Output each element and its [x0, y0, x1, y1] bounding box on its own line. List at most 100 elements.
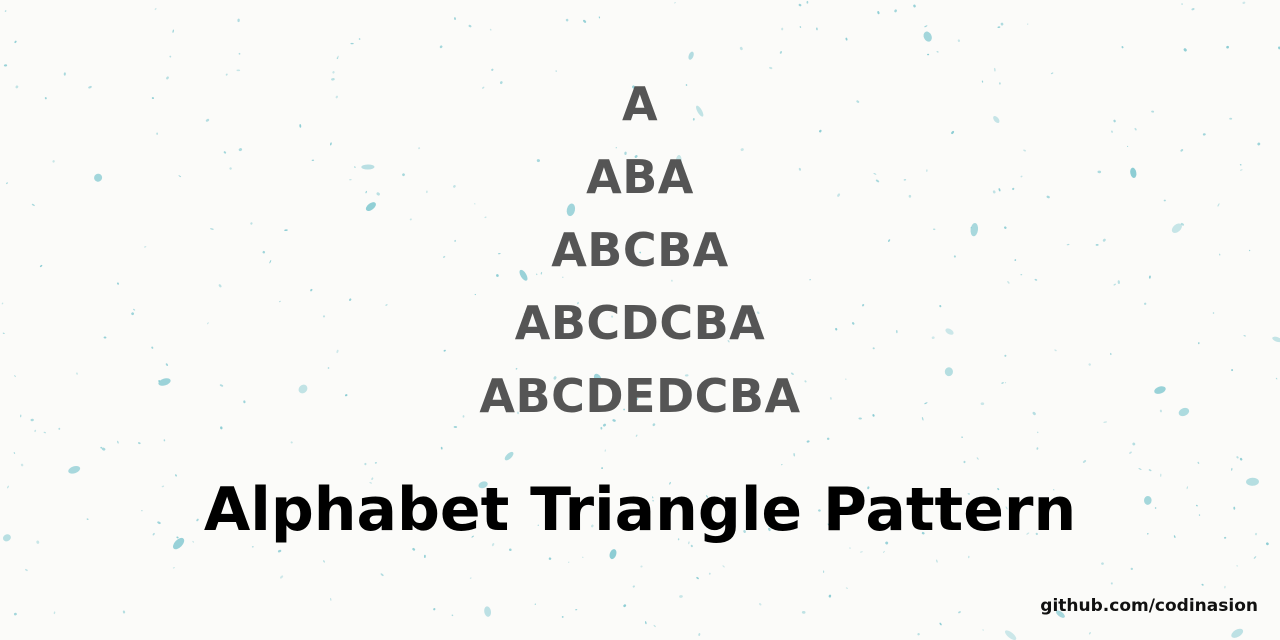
speckle: [1088, 363, 1091, 366]
speckle: [961, 436, 964, 438]
speckle: [845, 378, 847, 380]
speckle: [932, 228, 936, 231]
speckle: [992, 190, 996, 194]
speckle: [982, 629, 984, 631]
speckle: [332, 71, 335, 74]
speckle: [173, 537, 185, 550]
speckle: [696, 576, 699, 580]
speckle: [883, 550, 885, 553]
speckle: [1231, 369, 1234, 372]
speckle: [565, 18, 569, 22]
speckle: [561, 615, 564, 618]
speckle: [63, 72, 66, 76]
speckle: [223, 151, 227, 154]
speckle: [639, 251, 642, 254]
speckle: [169, 55, 172, 58]
speckle: [1257, 142, 1261, 146]
speckle: [822, 570, 825, 574]
speckle: [951, 130, 955, 135]
speckle: [298, 384, 308, 394]
speckle: [364, 503, 367, 506]
speckle: [451, 614, 454, 617]
speckle: [278, 300, 281, 303]
speckle: [1159, 409, 1162, 413]
speckle: [976, 457, 979, 460]
speckle: [24, 568, 28, 572]
speckle: [7, 485, 9, 489]
speckle: [636, 397, 639, 401]
speckle: [299, 124, 302, 128]
speckle: [172, 567, 175, 569]
speckle: [708, 572, 711, 575]
speckle: [540, 271, 543, 275]
speckle: [1202, 133, 1206, 136]
speckle: [1224, 585, 1226, 589]
speckle: [418, 147, 421, 150]
speckle: [580, 402, 582, 404]
speckle: [1171, 223, 1182, 233]
speckle: [364, 462, 367, 466]
speckle: [640, 565, 643, 568]
pattern-row-4: ABCDCBA: [514, 296, 766, 350]
speckle: [908, 194, 912, 198]
speckle: [284, 229, 288, 232]
speckle: [327, 367, 330, 369]
speckle: [878, 522, 882, 526]
speckle: [100, 446, 103, 449]
speckle: [474, 203, 476, 205]
speckle: [515, 367, 518, 370]
speckle: [798, 167, 802, 171]
speckle: [280, 575, 284, 579]
speckle: [1223, 536, 1227, 539]
speckle: [86, 518, 89, 520]
speckle: [219, 384, 224, 387]
speckle: [122, 610, 126, 614]
speckle: [801, 611, 806, 614]
speckle: [1082, 460, 1087, 463]
speckle: [957, 39, 961, 43]
speckle: [623, 604, 627, 608]
speckle: [1266, 542, 1269, 546]
speckle: [462, 415, 465, 418]
speckle: [849, 547, 851, 549]
speckle: [14, 375, 16, 378]
speckle: [481, 86, 485, 89]
speckle: [1054, 349, 1057, 352]
speckle: [1130, 167, 1137, 178]
speckle: [931, 336, 935, 339]
speckle: [577, 301, 579, 305]
speckle: [15, 85, 19, 89]
speckle: [1201, 583, 1204, 586]
speckle: [1000, 22, 1004, 26]
speckle: [229, 167, 232, 170]
speckle: [478, 481, 488, 489]
speckle: [358, 38, 361, 40]
speckle: [157, 521, 161, 525]
speckle: [845, 587, 848, 589]
speckle: [923, 31, 932, 42]
speckle: [895, 329, 898, 334]
speckle: [389, 522, 392, 526]
speckle: [837, 193, 841, 197]
speckle: [740, 148, 744, 152]
speckle: [798, 3, 802, 7]
speckle: [924, 402, 928, 405]
speckle: [218, 284, 222, 288]
speckle: [350, 42, 354, 45]
speckle: [968, 555, 970, 559]
speckle: [562, 276, 564, 278]
speckle: [997, 26, 1001, 29]
speckle: [936, 51, 939, 53]
speckle: [781, 464, 783, 466]
speckle: [176, 536, 179, 539]
speckle: [31, 203, 35, 207]
speckle: [913, 4, 916, 8]
github-link[interactable]: github.com/codinasion: [1040, 596, 1258, 616]
speckle: [433, 608, 436, 611]
speckle: [859, 551, 863, 553]
speckle: [1197, 461, 1200, 464]
speckle: [1154, 507, 1157, 509]
speckle: [1198, 514, 1201, 516]
speckle: [489, 28, 492, 31]
speckle: [570, 318, 574, 321]
